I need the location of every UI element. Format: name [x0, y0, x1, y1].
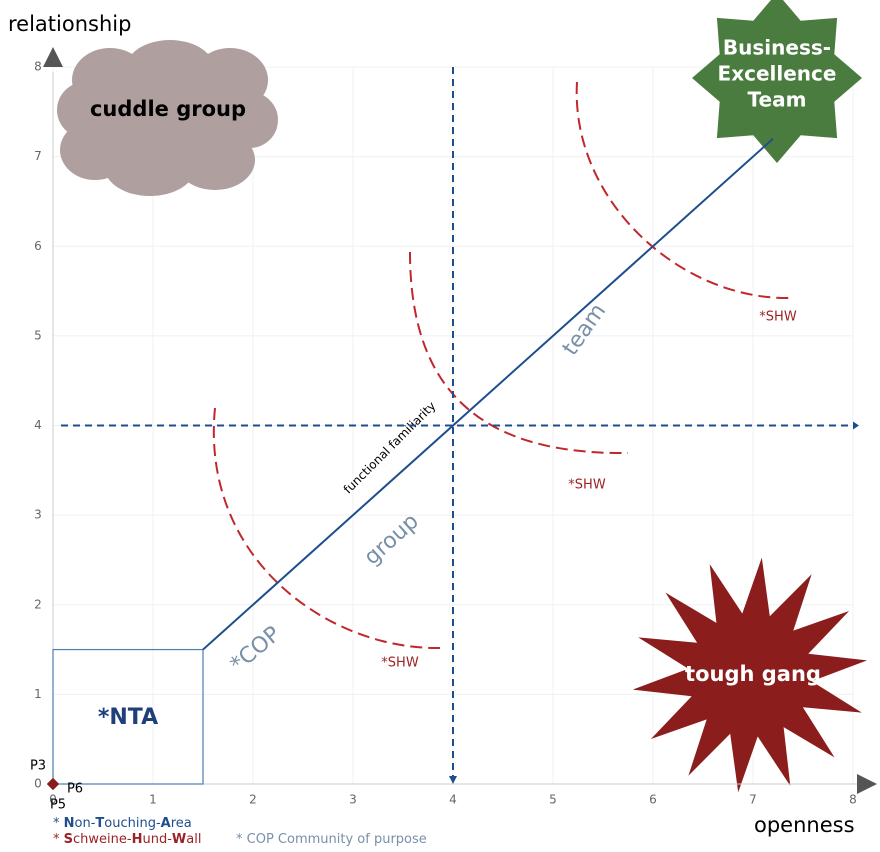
- shw-label: *SHW: [759, 310, 797, 325]
- x-axis-title: openness: [754, 813, 855, 837]
- shw-label: *SHW: [381, 656, 419, 671]
- y-tick-label: 3: [34, 508, 42, 522]
- legend-text: N: [64, 816, 75, 831]
- legend-text: A: [161, 816, 171, 831]
- legend-text: und-: [142, 832, 172, 847]
- point-label: P3: [30, 759, 46, 774]
- nta-box: [52, 648, 204, 785]
- y-tick-label: 8: [34, 60, 42, 74]
- legend-text: *: [53, 832, 64, 847]
- nta-label: *NTA: [98, 705, 158, 730]
- legend-text: rea: [171, 816, 192, 831]
- legend-text: chweine-: [73, 832, 132, 847]
- arrow: [449, 776, 457, 784]
- y-tick-label: 6: [34, 239, 42, 253]
- legend-entry: * Schweine-Hund-Wall: [53, 832, 201, 847]
- red-burst: [632, 557, 868, 793]
- tough-label: tough gang: [685, 662, 821, 686]
- group-label: group: [360, 509, 424, 570]
- y-tick-label: 7: [34, 149, 42, 163]
- y-tick-label: 2: [34, 597, 42, 611]
- point: [47, 778, 59, 790]
- y-tick-label: 4: [34, 418, 42, 432]
- point-label: P6: [67, 782, 83, 797]
- legend-text: on-: [75, 816, 96, 831]
- legend-text: T: [95, 816, 104, 831]
- y-axis-title: relationship: [8, 12, 131, 36]
- cloud: [57, 40, 278, 196]
- shw-label: *SHW: [568, 478, 606, 493]
- cuddle-label: cuddle group: [90, 97, 246, 121]
- y-tick-label: 0: [34, 777, 42, 791]
- x-tick-label: 4: [449, 793, 457, 807]
- x-tick-label: 3: [349, 793, 357, 807]
- legend-text: W: [172, 832, 186, 847]
- x-arrow: [857, 774, 877, 794]
- legend-entry: * COP Community of purpose: [236, 832, 427, 847]
- shw-arcs: [212, 81, 791, 650]
- x-tick-label: 0: [49, 793, 57, 807]
- legend-entry: * Non-Touching-Area: [53, 816, 192, 831]
- y-tick-label: 5: [34, 328, 42, 342]
- x-tick-label: 2: [249, 793, 257, 807]
- bet-label: Business-: [723, 36, 831, 60]
- legend-text: H: [132, 832, 143, 847]
- x-tick-label: 8: [849, 793, 857, 807]
- x-tick-label: 5: [549, 793, 557, 807]
- arrow: [853, 421, 859, 430]
- x-tick-label: 7: [749, 793, 757, 807]
- legend-text: ouching-: [104, 816, 161, 831]
- legend-text: *: [53, 816, 64, 831]
- bet-label: Team: [748, 88, 807, 112]
- point-label: P5: [50, 798, 66, 813]
- cop-label: *COP: [226, 622, 286, 678]
- green-star: [692, 0, 862, 163]
- y-tick-label: 1: [34, 687, 42, 701]
- y-arrow: [43, 47, 63, 67]
- bet-label: Excellence: [718, 62, 837, 86]
- legend-text: S: [64, 832, 73, 847]
- x-tick-label: 1: [149, 793, 157, 807]
- legend-text: * COP Community of purpose: [236, 832, 427, 847]
- x-tick-label: 6: [649, 793, 657, 807]
- diagonal-line: [202, 137, 774, 651]
- legend-text: all: [186, 832, 201, 847]
